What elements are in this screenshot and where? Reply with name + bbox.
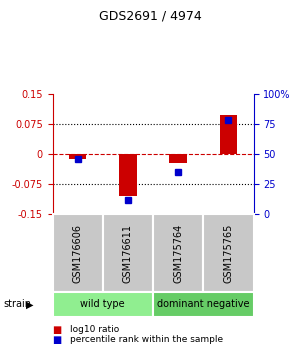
Text: GSM175765: GSM175765 bbox=[224, 223, 233, 283]
Bar bbox=[52, 214, 103, 292]
Text: GSM175764: GSM175764 bbox=[173, 223, 183, 283]
Text: wild type: wild type bbox=[80, 299, 125, 309]
Bar bbox=[169, 154, 187, 163]
Bar bbox=[153, 214, 203, 292]
Bar bbox=[119, 154, 137, 196]
Bar bbox=[203, 214, 254, 292]
Text: GSM176606: GSM176606 bbox=[73, 224, 82, 282]
Text: strain: strain bbox=[3, 299, 31, 309]
Bar bbox=[153, 292, 254, 317]
Bar bbox=[52, 292, 153, 317]
Bar bbox=[69, 154, 86, 159]
Text: ■: ■ bbox=[52, 325, 62, 335]
Text: dominant negative: dominant negative bbox=[157, 299, 250, 309]
Text: ▶: ▶ bbox=[26, 299, 33, 309]
Bar bbox=[220, 115, 237, 154]
Text: GSM176611: GSM176611 bbox=[123, 224, 133, 282]
Text: ■: ■ bbox=[52, 335, 62, 345]
Text: log10 ratio: log10 ratio bbox=[70, 325, 120, 335]
Text: percentile rank within the sample: percentile rank within the sample bbox=[70, 335, 224, 344]
Bar bbox=[103, 214, 153, 292]
Text: GDS2691 / 4974: GDS2691 / 4974 bbox=[99, 10, 201, 22]
